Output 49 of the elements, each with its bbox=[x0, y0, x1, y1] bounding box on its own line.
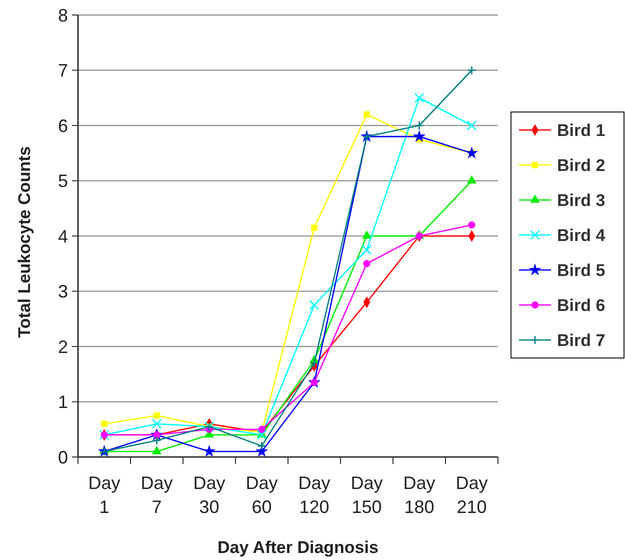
point bbox=[414, 92, 424, 103]
y-tick-label: 0 bbox=[58, 447, 68, 468]
legend-label: Bird 3 bbox=[557, 190, 606, 210]
point bbox=[362, 244, 372, 255]
point bbox=[101, 420, 108, 428]
point bbox=[364, 111, 370, 118]
point bbox=[202, 444, 216, 457]
x-tick-label: Day 120 bbox=[298, 473, 330, 517]
y-tick-label: 3 bbox=[58, 282, 68, 302]
point bbox=[466, 175, 477, 184]
x-tick-label: Day 1 bbox=[88, 473, 120, 517]
point bbox=[467, 66, 476, 75]
point bbox=[311, 224, 318, 231]
point bbox=[258, 426, 266, 433]
point bbox=[152, 436, 162, 446]
y-tick-label: 8 bbox=[58, 5, 68, 26]
point bbox=[154, 412, 160, 419]
x-tick-label: Day 60 bbox=[246, 473, 278, 517]
point bbox=[466, 120, 477, 130]
point bbox=[363, 260, 370, 268]
legend-label: Bird 6 bbox=[557, 296, 606, 315]
legend-label: Bird 7 bbox=[557, 330, 606, 350]
y-tick-label: 5 bbox=[58, 171, 68, 192]
y-axis-title: Total Leukocyte Counts bbox=[15, 146, 34, 338]
legend-label: Bird 2 bbox=[557, 156, 606, 175]
point bbox=[309, 300, 320, 310]
legend-label: Bird 4 bbox=[557, 226, 606, 245]
point bbox=[310, 358, 319, 368]
x-tick-label: Day 7 bbox=[140, 473, 173, 517]
x-axis-title: Day After Diagnosis bbox=[218, 538, 378, 557]
y-tick-label: 6 bbox=[58, 116, 68, 136]
x-tick-label: Day 30 bbox=[193, 473, 226, 517]
point bbox=[414, 120, 424, 130]
y-tick-label: 2 bbox=[58, 336, 68, 357]
x-tick-label: Day 180 bbox=[403, 473, 436, 517]
point bbox=[257, 441, 266, 451]
point bbox=[152, 418, 162, 429]
point bbox=[468, 221, 476, 229]
y-tick-label: 1 bbox=[58, 392, 68, 412]
point bbox=[362, 230, 372, 239]
point bbox=[152, 446, 162, 454]
point bbox=[465, 146, 478, 159]
y-tick-label: 4 bbox=[58, 226, 68, 246]
y-tick-label: 7 bbox=[58, 60, 68, 81]
point bbox=[412, 130, 426, 142]
legend-label: Bird 1 bbox=[557, 120, 606, 140]
x-tick-label: Day 210 bbox=[456, 473, 488, 517]
x-tick-label: Day 150 bbox=[350, 473, 383, 517]
legend-label: Bird 5 bbox=[557, 260, 606, 280]
